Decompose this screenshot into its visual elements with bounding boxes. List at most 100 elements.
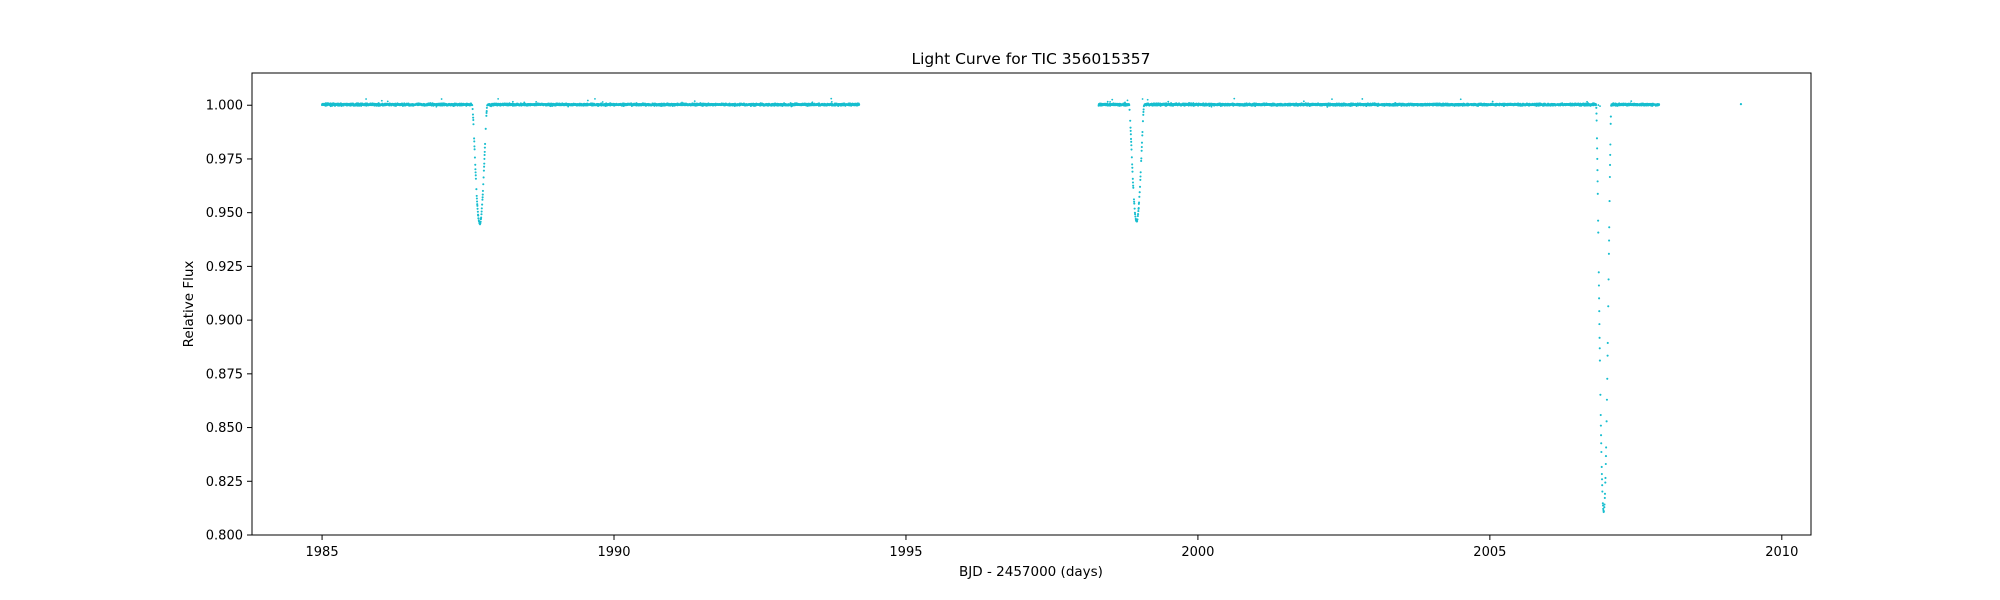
flux-point (481, 193, 484, 196)
flux-point (1137, 207, 1140, 210)
flux-point (483, 165, 486, 168)
flux-point (1142, 108, 1145, 111)
flux-point (483, 146, 486, 149)
flux-point (480, 216, 483, 219)
flux-point (476, 200, 479, 203)
flux-point (483, 150, 486, 153)
flux-point (481, 198, 484, 201)
flux-point (1130, 140, 1133, 143)
flux-point (1138, 185, 1142, 188)
flux-point (1131, 181, 1135, 184)
flux-point (483, 162, 486, 165)
flux-point (1141, 130, 1144, 134)
flux-point (485, 111, 488, 115)
flux-point (473, 145, 476, 148)
flux-point (473, 137, 476, 140)
flux-point (1132, 184, 1135, 187)
flux-point (1129, 119, 1132, 122)
flux-point (485, 106, 488, 109)
flux-point (1142, 110, 1145, 114)
flux-point (472, 116, 475, 119)
flux-point (474, 171, 477, 174)
flux-point (481, 196, 484, 199)
flux-point (1129, 126, 1132, 129)
flux-point (1134, 213, 1137, 216)
flux-point (1130, 144, 1133, 147)
flux-point (1136, 218, 1139, 221)
flux-point (1137, 210, 1140, 213)
flux-point (1131, 170, 1134, 173)
flux-point (1129, 137, 1133, 141)
flux-point (482, 176, 485, 179)
flux-point (476, 203, 479, 206)
flux-point (1134, 215, 1137, 218)
flux-point (476, 210, 479, 213)
flux-point (1128, 108, 1131, 111)
flux-point (1130, 156, 1133, 159)
flux-point (1136, 220, 1139, 223)
flux-point (1138, 195, 1141, 198)
flux-point (481, 189, 484, 192)
flux-point (1131, 177, 1134, 180)
flux-point (474, 168, 477, 171)
flux-point (473, 156, 476, 159)
flux-point (484, 142, 487, 146)
flux-point (480, 207, 483, 210)
flux-point (1131, 166, 1134, 169)
flux-point (474, 163, 477, 166)
flux-point (1140, 141, 1144, 144)
flux-point (1129, 129, 1132, 132)
flux-point (475, 194, 478, 197)
flux-point (476, 207, 479, 210)
flux-point (474, 177, 477, 180)
flux-point (482, 183, 485, 186)
flux-point (480, 213, 483, 216)
flux-point (1133, 200, 1136, 203)
flux-point (1140, 145, 1143, 149)
flux-point (481, 203, 484, 206)
flux-point (1139, 178, 1142, 181)
flux-point (1129, 133, 1132, 136)
flux-point (473, 140, 476, 143)
flux-point (475, 188, 478, 191)
flux-point (479, 220, 482, 223)
flux-point (858, 103, 861, 106)
flux-point (1138, 191, 1141, 194)
flux-point (477, 214, 480, 217)
flux-point (1142, 113, 1145, 116)
flux-point (1140, 149, 1143, 152)
flux-point (1137, 213, 1140, 216)
data-points (321, 97, 1743, 514)
flux-point (483, 157, 486, 160)
flux-point (1141, 120, 1144, 123)
flux-point (1132, 198, 1136, 201)
flux-point (1131, 163, 1134, 166)
flux-point (1141, 134, 1144, 137)
flux-point (480, 210, 483, 213)
flux-point (1140, 157, 1143, 160)
flux-point (1139, 171, 1142, 174)
flux-point (475, 197, 478, 200)
flux-point (1128, 104, 1131, 107)
flux-point (484, 127, 487, 130)
flux-point (474, 174, 477, 177)
flux-point (476, 204, 479, 207)
flux-point (471, 104, 474, 107)
flux-point (485, 114, 488, 117)
flux-point (1137, 201, 1141, 204)
flux-point (483, 153, 486, 157)
flux-point (485, 110, 488, 113)
flux-point (1130, 148, 1133, 151)
flux-point (472, 123, 475, 126)
flux-point (482, 169, 485, 172)
flux-point (471, 113, 475, 116)
flux-point (1133, 202, 1136, 205)
flux-point (1140, 159, 1143, 163)
flux-point (471, 108, 474, 111)
flux-point (1136, 214, 1139, 218)
flux-point (473, 148, 476, 151)
flux-point (472, 118, 475, 122)
flux-point (1133, 207, 1136, 210)
